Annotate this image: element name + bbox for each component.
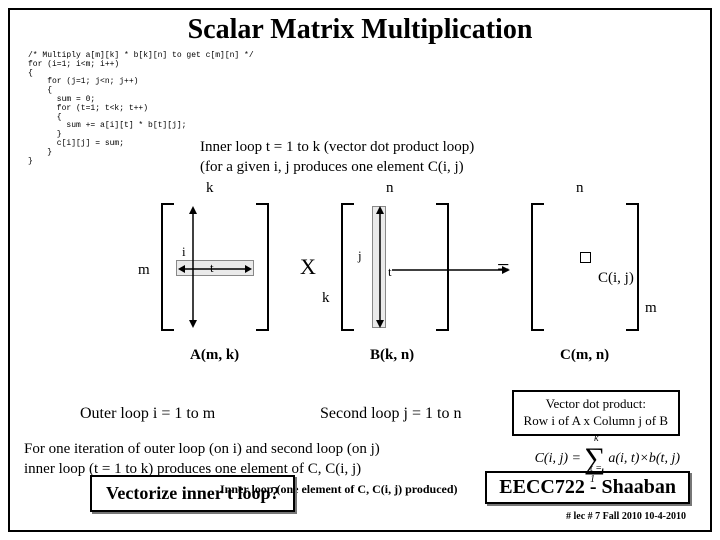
vector-dot-product-box: Vector dot product: Row i of A x Column … [512,390,680,436]
A-col-arrow-icon [186,204,200,330]
inner-loop-line1: Inner loop t = 1 to k (vector dot produc… [200,139,474,155]
matrix-diagram: k m t i A(m, k) X n k t [10,192,714,402]
equals-op: = [497,254,509,280]
inner-loop-annotation: Inner loop t = 1 to k (vector dot produc… [200,138,474,177]
B-top-label: n [386,180,394,197]
slide-title: Scalar Matrix Multiplication [10,14,710,46]
A-t-label: t [210,260,214,276]
vdp-line1: Vector dot product: [546,396,646,411]
multiply-op: X [300,254,316,280]
slide-frame: Scalar Matrix Multiplication /* Multiply… [8,8,712,532]
course-box: EECC722 - Shaaban [485,471,690,504]
C-bracket-right [624,202,640,332]
C-cij-label: C(i, j) [598,270,634,287]
A-left-label: m [138,262,150,279]
B-left-label: k [322,290,330,307]
footer-text: # lec # 7 Fall 2010 10-4-2010 [566,511,686,522]
C-name: C(m, n) [560,347,609,364]
B-row-arrow-icon [344,262,514,278]
outer-loop-label: Outer loop i = 1 to m [80,405,215,423]
A-top-label: k [206,180,214,197]
second-loop-label: Second loop j = 1 to n [320,405,461,423]
A-bracket-right [254,202,270,332]
para-line1: For one iteration of outer loop (on i) a… [24,441,380,457]
inner-loop-line2: (for a given i, j produces one element C… [200,159,464,175]
C-bracket-left [530,202,546,332]
C-element-square [580,252,591,263]
vectorize-question-box: Vectorize inner t loop? [90,475,295,512]
C-left-label: m [645,300,657,317]
formula-sup: k [594,433,598,444]
explanation-paragraph: For one iteration of outer loop (on i) a… [24,440,380,479]
vdp-line2: Row i of A x Column j of B [524,413,668,428]
C-top-label: n [576,180,584,197]
B-name: B(k, n) [370,347,414,364]
formula-rhs: a(i, t)×b(t, j) [608,451,680,467]
formula-lhs: C(i, j) = [535,451,581,467]
A-name: A(m, k) [190,347,239,364]
